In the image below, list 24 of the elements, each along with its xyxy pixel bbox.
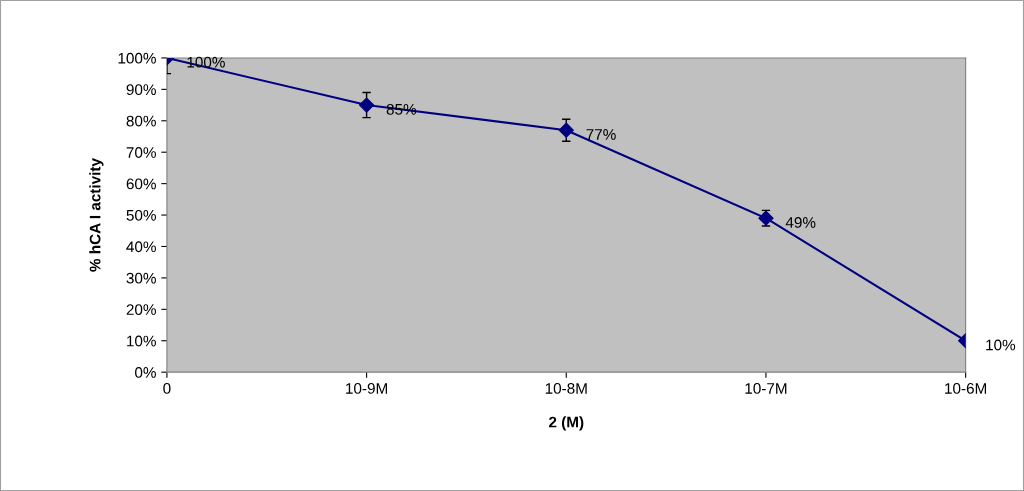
data-label: 100% (187, 56, 225, 68)
point (359, 97, 375, 113)
x-tick-label: 10-9M (346, 383, 387, 394)
x-tick-label: 10-7M (745, 383, 787, 394)
x-axis-title: 2 (M) (548, 416, 584, 431)
x-tick-label: 10-8M (545, 383, 587, 394)
x-tick-label: 10-6M (945, 383, 987, 394)
y-tick-label: 70% (126, 147, 156, 158)
y-axis-title: % hCA I activity (89, 158, 104, 272)
y-tick-label: 60% (126, 178, 156, 190)
y-tick-label: 50% (126, 209, 156, 221)
point (558, 122, 574, 138)
y-tick-label: 20% (126, 304, 156, 316)
data-label: 10% (986, 339, 1016, 351)
y-tick-label: 40% (126, 241, 156, 253)
y-tick-label: 100% (118, 52, 156, 64)
y-tick-label: 80% (126, 115, 156, 127)
y-tick-label: 0% (135, 367, 156, 378)
data-label: 49% (785, 217, 816, 228)
y-tick-label: 30% (126, 272, 156, 284)
data-label: 77% (586, 129, 616, 140)
y-tick-label: 90% (126, 84, 156, 96)
y-tick-label: 10% (127, 335, 156, 347)
x-tick-label: 0 (163, 383, 171, 394)
